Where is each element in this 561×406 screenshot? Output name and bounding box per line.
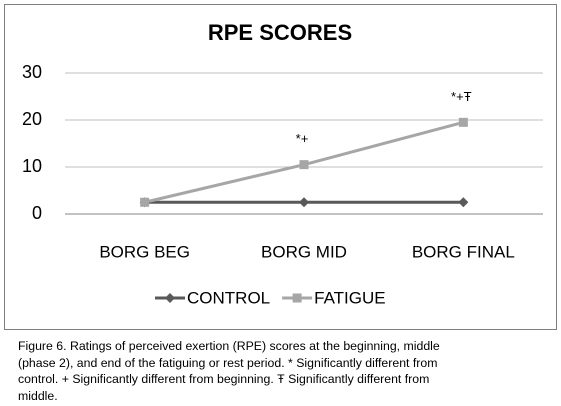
y-tick-label: 30 [22,62,42,82]
x-tick-label: BORG BEG [99,242,190,261]
data-point [299,160,309,170]
caption: Figure 6. Ratings of perceived exertion … [18,338,553,404]
caption-line: Figure 6. Ratings of perceived exertion … [18,339,440,353]
legend-label: FATIGUE [314,288,385,307]
legend-label: CONTROL [187,288,270,307]
data-point [299,197,309,208]
point-annotation: *+ [296,131,309,146]
caption-line: control. + Significantly different from … [18,372,430,386]
x-tick-label: BORG FINAL [412,242,515,261]
legend-marker [165,293,175,303]
point-annotation: *+Ŧ [451,89,472,104]
y-tick-label: 20 [22,109,42,129]
caption-line: (phase 2), and end of the fatiguing or r… [18,355,438,370]
data-point [140,197,150,207]
caption-line: middle. [18,388,58,403]
x-tick-label: BORG MID [261,242,347,261]
chart: RPE SCORES 0 10 20 30 BORG BEG BORG MID BORG F… [4,4,557,330]
y-tick-label: 0 [32,203,42,223]
legend-marker [292,293,302,303]
y-tick-label: 10 [22,156,42,176]
chart-title: RPE SCORES [208,20,352,45]
data-point [458,117,468,127]
data-point [458,197,469,208]
